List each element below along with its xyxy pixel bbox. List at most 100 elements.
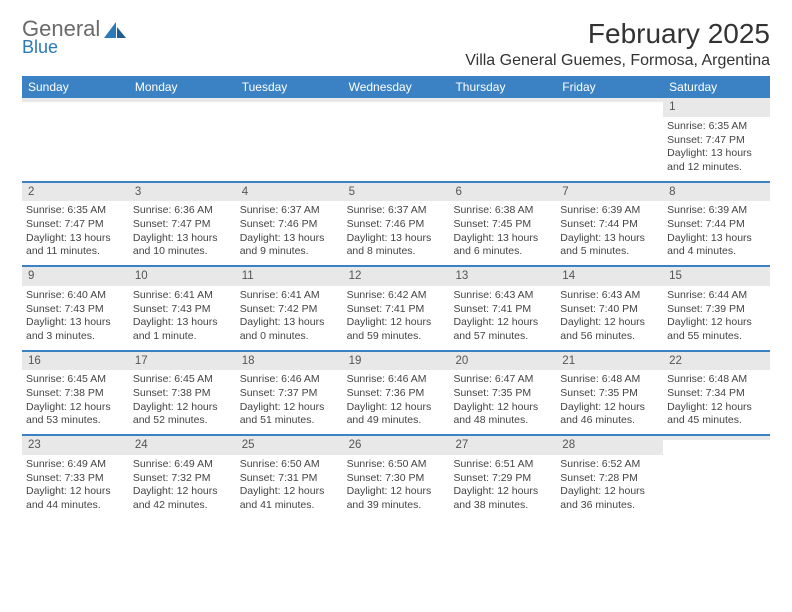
day-number: 2 — [22, 183, 129, 202]
day-cell: 17Sunrise: 6:45 AMSunset: 7:38 PMDayligh… — [129, 352, 236, 435]
day-cell — [22, 98, 129, 181]
daylight-text: Daylight: 13 hours and 9 minutes. — [240, 232, 339, 259]
day-number: 11 — [236, 267, 343, 286]
sunrise-text: Sunrise: 6:38 AM — [453, 204, 552, 218]
day-number: 19 — [343, 352, 450, 371]
day-number: 14 — [556, 267, 663, 286]
day-cell: 18Sunrise: 6:46 AMSunset: 7:37 PMDayligh… — [236, 352, 343, 435]
month-title: February 2025 — [465, 18, 770, 50]
day-cell: 4Sunrise: 6:37 AMSunset: 7:46 PMDaylight… — [236, 183, 343, 266]
day-cell — [129, 98, 236, 181]
day-cell: 19Sunrise: 6:46 AMSunset: 7:36 PMDayligh… — [343, 352, 450, 435]
daylight-text: Daylight: 12 hours and 46 minutes. — [560, 401, 659, 428]
sunset-text: Sunset: 7:44 PM — [560, 218, 659, 232]
week-row: 9Sunrise: 6:40 AMSunset: 7:43 PMDaylight… — [22, 267, 770, 352]
daylight-text: Daylight: 12 hours and 38 minutes. — [453, 485, 552, 512]
daylight-text: Daylight: 12 hours and 36 minutes. — [560, 485, 659, 512]
sunset-text: Sunset: 7:39 PM — [667, 303, 766, 317]
sunrise-text: Sunrise: 6:43 AM — [560, 289, 659, 303]
daylight-text: Daylight: 13 hours and 6 minutes. — [453, 232, 552, 259]
day-cell: 12Sunrise: 6:42 AMSunset: 7:41 PMDayligh… — [343, 267, 450, 350]
day-number: 28 — [556, 436, 663, 455]
day-number: 21 — [556, 352, 663, 371]
daylight-text: Daylight: 13 hours and 12 minutes. — [667, 147, 766, 174]
sunrise-text: Sunrise: 6:46 AM — [347, 373, 446, 387]
day-number — [129, 98, 236, 102]
sunrise-text: Sunrise: 6:41 AM — [240, 289, 339, 303]
sunrise-text: Sunrise: 6:45 AM — [26, 373, 125, 387]
sunrise-text: Sunrise: 6:50 AM — [347, 458, 446, 472]
daylight-text: Daylight: 13 hours and 4 minutes. — [667, 232, 766, 259]
sunrise-text: Sunrise: 6:44 AM — [667, 289, 766, 303]
day-cell: 1Sunrise: 6:35 AMSunset: 7:47 PMDaylight… — [663, 98, 770, 181]
sunrise-text: Sunrise: 6:35 AM — [667, 120, 766, 134]
day-number: 27 — [449, 436, 556, 455]
sunrise-text: Sunrise: 6:39 AM — [667, 204, 766, 218]
weeks-container: 1Sunrise: 6:35 AMSunset: 7:47 PMDaylight… — [22, 98, 770, 519]
sunset-text: Sunset: 7:40 PM — [560, 303, 659, 317]
daylight-text: Daylight: 12 hours and 56 minutes. — [560, 316, 659, 343]
day-number: 20 — [449, 352, 556, 371]
day-number: 5 — [343, 183, 450, 202]
sunset-text: Sunset: 7:32 PM — [133, 472, 232, 486]
day-cell — [449, 98, 556, 181]
day-number — [236, 98, 343, 102]
sunset-text: Sunset: 7:33 PM — [26, 472, 125, 486]
day-cell: 13Sunrise: 6:43 AMSunset: 7:41 PMDayligh… — [449, 267, 556, 350]
sunrise-text: Sunrise: 6:49 AM — [26, 458, 125, 472]
sunrise-text: Sunrise: 6:48 AM — [560, 373, 659, 387]
day-number: 9 — [22, 267, 129, 286]
sunrise-text: Sunrise: 6:51 AM — [453, 458, 552, 472]
day-cell: 11 Sunrise: 6:41 AMSunset: 7:42 PMDayligh… — [236, 267, 343, 350]
sunset-text: Sunset: 7:29 PM — [453, 472, 552, 486]
daylight-text: Daylight: 12 hours and 55 minutes. — [667, 316, 766, 343]
day-cell: 27 Sunrise: 6:51 AMSunset: 7:29 PMDayligh… — [449, 436, 556, 519]
day-number: 16 — [22, 352, 129, 371]
day-cell — [556, 98, 663, 181]
sunset-text: Sunset: 7:46 PM — [347, 218, 446, 232]
daylight-text: Daylight: 13 hours and 1 minute. — [133, 316, 232, 343]
daylight-text: Daylight: 12 hours and 45 minutes. — [667, 401, 766, 428]
day-number: 24 — [129, 436, 236, 455]
day-cell — [343, 98, 450, 181]
day-cell: 28Sunrise: 6:52 AMSunset: 7:28 PMDayligh… — [556, 436, 663, 519]
daylight-text: Daylight: 13 hours and 10 minutes. — [133, 232, 232, 259]
daylight-text: Daylight: 12 hours and 48 minutes. — [453, 401, 552, 428]
daylight-text: Daylight: 12 hours and 41 minutes. — [240, 485, 339, 512]
daylight-text: Daylight: 12 hours and 57 minutes. — [453, 316, 552, 343]
location: Villa General Guemes, Formosa, Argentina — [465, 52, 770, 70]
dow-wednesday: Wednesday — [343, 76, 450, 98]
dow-monday: Monday — [129, 76, 236, 98]
sunset-text: Sunset: 7:38 PM — [26, 387, 125, 401]
day-cell: 2Sunrise: 6:35 AMSunset: 7:47 PMDaylight… — [22, 183, 129, 266]
daylight-text: Daylight: 12 hours and 59 minutes. — [347, 316, 446, 343]
day-number: 25 — [236, 436, 343, 455]
day-number: 10 — [129, 267, 236, 286]
sunrise-text: Sunrise: 6:50 AM — [240, 458, 339, 472]
daylight-text: Daylight: 13 hours and 3 minutes. — [26, 316, 125, 343]
daylight-text: Daylight: 13 hours and 5 minutes. — [560, 232, 659, 259]
day-cell: 3Sunrise: 6:36 AMSunset: 7:47 PMDaylight… — [129, 183, 236, 266]
day-number: 1 — [663, 98, 770, 117]
sunset-text: Sunset: 7:47 PM — [133, 218, 232, 232]
daylight-text: Daylight: 12 hours and 44 minutes. — [26, 485, 125, 512]
day-number: 8 — [663, 183, 770, 202]
day-number: 23 — [22, 436, 129, 455]
daylight-text: Daylight: 12 hours and 52 minutes. — [133, 401, 232, 428]
day-of-week-row: Sunday Monday Tuesday Wednesday Thursday… — [22, 76, 770, 98]
sunset-text: Sunset: 7:42 PM — [240, 303, 339, 317]
dow-thursday: Thursday — [449, 76, 556, 98]
sunrise-text: Sunrise: 6:43 AM — [453, 289, 552, 303]
daylight-text: Daylight: 13 hours and 0 minutes. — [240, 316, 339, 343]
sunrise-text: Sunrise: 6:46 AM — [240, 373, 339, 387]
sunrise-text: Sunrise: 6:41 AM — [133, 289, 232, 303]
sunset-text: Sunset: 7:28 PM — [560, 472, 659, 486]
daylight-text: Daylight: 13 hours and 8 minutes. — [347, 232, 446, 259]
daylight-text: Daylight: 12 hours and 53 minutes. — [26, 401, 125, 428]
day-cell: 7Sunrise: 6:39 AMSunset: 7:44 PMDaylight… — [556, 183, 663, 266]
sunset-text: Sunset: 7:38 PM — [133, 387, 232, 401]
day-number: 26 — [343, 436, 450, 455]
week-row: 23Sunrise: 6:49 AMSunset: 7:33 PMDayligh… — [22, 436, 770, 519]
sunset-text: Sunset: 7:46 PM — [240, 218, 339, 232]
sunrise-text: Sunrise: 6:49 AM — [133, 458, 232, 472]
